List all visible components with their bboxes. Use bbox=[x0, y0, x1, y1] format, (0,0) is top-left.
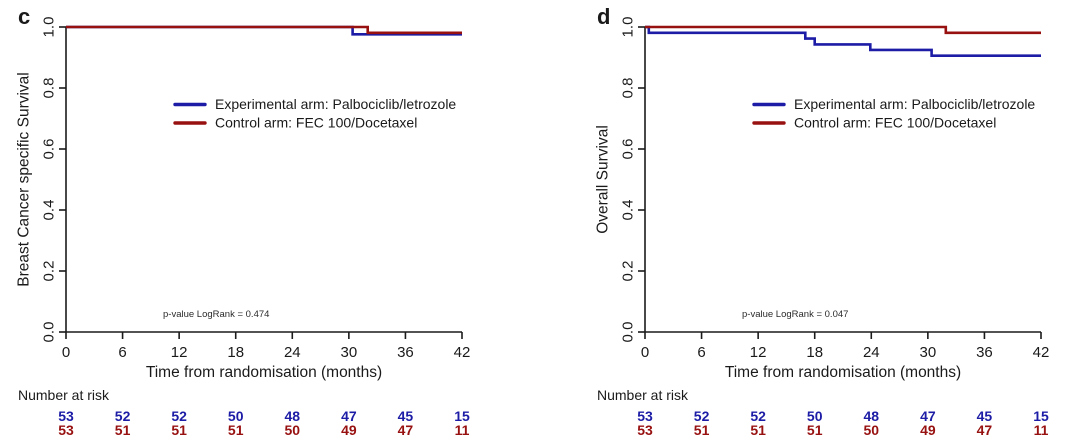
legend-label: Control arm: FEC 100/Docetaxel bbox=[215, 115, 417, 131]
y-tick-label: 0.2 bbox=[41, 261, 58, 282]
risk-count: 45 bbox=[398, 408, 414, 424]
risk-count: 47 bbox=[341, 408, 357, 424]
series-control-line bbox=[66, 25, 462, 35]
y-axis-title: Overall Survival bbox=[595, 125, 612, 234]
y-tick-label: 0.6 bbox=[41, 139, 58, 160]
x-tick-label: 36 bbox=[976, 344, 993, 361]
legend-label: Control arm: FEC 100/Docetaxel bbox=[794, 115, 996, 131]
x-tick-label: 6 bbox=[697, 344, 705, 361]
y-tick-label: 0.8 bbox=[620, 78, 637, 99]
risk-count: 11 bbox=[455, 422, 470, 438]
risk-count: 52 bbox=[171, 408, 187, 424]
x-tick-label: 36 bbox=[397, 344, 414, 361]
risk-table-title: Number at risk bbox=[597, 387, 689, 403]
risk-count: 51 bbox=[115, 422, 131, 438]
risk-count: 11 bbox=[1034, 422, 1049, 438]
y-tick-label: 0.0 bbox=[41, 322, 58, 343]
y-tick-label: 0.4 bbox=[620, 200, 637, 221]
risk-count: 50 bbox=[284, 422, 300, 438]
series-control-line bbox=[645, 25, 1041, 35]
risk-count: 50 bbox=[863, 422, 879, 438]
km-panel-d: d 1.0 0.8 0.6 0.4 0.2 0.0 Overall Survival 0 6 12 1… bbox=[595, 4, 1050, 438]
y-tick-label: 0.0 bbox=[620, 322, 637, 343]
y-axis-title: Breast Cancer specific Survival bbox=[16, 72, 33, 287]
risk-count: 47 bbox=[977, 422, 993, 438]
risk-count: 49 bbox=[920, 422, 936, 438]
risk-count: 51 bbox=[228, 422, 244, 438]
y-tick-label: 0.6 bbox=[620, 139, 637, 160]
risk-count: 53 bbox=[58, 422, 74, 438]
x-tick-label: 42 bbox=[1033, 344, 1050, 361]
x-axis-title: Time from randomisation (months) bbox=[146, 364, 382, 381]
p-value-text: p-value LogRank = 0.474 bbox=[163, 309, 269, 320]
x-axis-title: Time from randomisation (months) bbox=[725, 364, 961, 381]
x-tick-label: 18 bbox=[227, 344, 244, 361]
risk-count: 52 bbox=[115, 408, 131, 424]
series-experimental-line bbox=[645, 25, 1041, 58]
x-tick-label: 0 bbox=[641, 344, 649, 361]
y-tick-label: 1.0 bbox=[620, 17, 637, 38]
x-tick-label: 24 bbox=[284, 344, 301, 361]
risk-count: 50 bbox=[807, 408, 823, 424]
x-tick-label: 42 bbox=[454, 344, 471, 361]
x-tick-label: 12 bbox=[750, 344, 767, 361]
risk-count: 15 bbox=[1033, 408, 1049, 424]
risk-count: 48 bbox=[284, 408, 300, 424]
km-panel-c: c 1.0 0.8 0.6 0.4 0.2 0.0 Breast Cancer specifi… bbox=[16, 4, 471, 438]
risk-count: 47 bbox=[398, 422, 414, 438]
y-tick-label: 0.8 bbox=[41, 78, 58, 99]
risk-count: 48 bbox=[863, 408, 879, 424]
risk-count: 47 bbox=[920, 408, 936, 424]
risk-count: 51 bbox=[807, 422, 823, 438]
legend-label: Experimental arm: Palbociclib/letrozole bbox=[794, 96, 1035, 112]
risk-count: 53 bbox=[58, 408, 74, 424]
x-tick-label: 24 bbox=[863, 344, 880, 361]
risk-count: 52 bbox=[694, 408, 710, 424]
risk-count: 15 bbox=[454, 408, 470, 424]
y-tick-label: 0.2 bbox=[620, 261, 637, 282]
risk-count: 51 bbox=[171, 422, 187, 438]
legend-label: Experimental arm: Palbociclib/letrozole bbox=[215, 96, 456, 112]
panel-label: c bbox=[18, 4, 30, 29]
y-tick-label: 1.0 bbox=[41, 17, 58, 38]
risk-count: 52 bbox=[750, 408, 766, 424]
x-tick-label: 12 bbox=[171, 344, 188, 361]
risk-count: 51 bbox=[694, 422, 710, 438]
risk-count: 53 bbox=[637, 408, 653, 424]
x-tick-label: 30 bbox=[341, 344, 358, 361]
risk-table-title: Number at risk bbox=[18, 387, 110, 403]
p-value-text: p-value LogRank = 0.047 bbox=[742, 309, 848, 320]
x-tick-label: 18 bbox=[806, 344, 823, 361]
x-tick-label: 30 bbox=[920, 344, 937, 361]
x-tick-label: 0 bbox=[62, 344, 70, 361]
risk-count: 53 bbox=[637, 422, 653, 438]
risk-count: 50 bbox=[228, 408, 244, 424]
risk-count: 45 bbox=[977, 408, 993, 424]
risk-count: 51 bbox=[750, 422, 766, 438]
panel-label: d bbox=[597, 4, 610, 29]
risk-count: 49 bbox=[341, 422, 357, 438]
y-tick-label: 0.4 bbox=[41, 200, 58, 221]
x-tick-label: 6 bbox=[118, 344, 126, 361]
